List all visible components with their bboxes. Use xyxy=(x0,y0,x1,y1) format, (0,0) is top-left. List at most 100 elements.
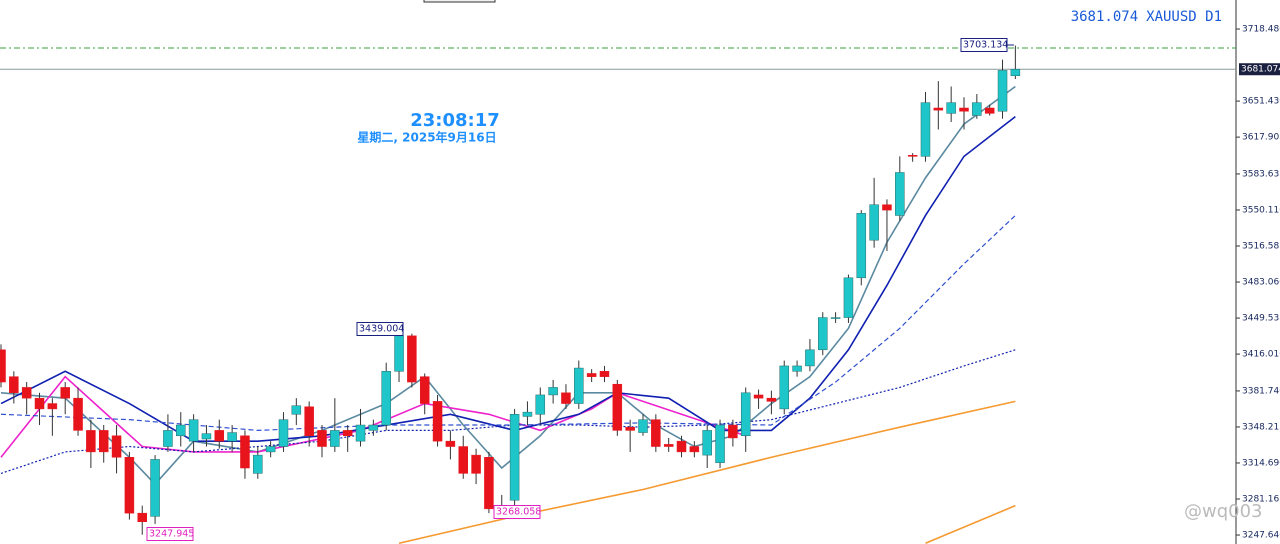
price-annotation: 3247.945 xyxy=(149,529,194,540)
candle-body xyxy=(522,411,533,417)
candle-body xyxy=(278,419,289,447)
candle-body xyxy=(856,213,867,279)
candle-body xyxy=(740,392,751,437)
candle-body xyxy=(419,376,430,404)
y-tick-label: 3550.110 xyxy=(1242,205,1280,215)
candle-body xyxy=(98,430,109,453)
moving-average xyxy=(398,400,1016,544)
candle-body xyxy=(612,383,623,431)
price-annotation-box xyxy=(493,505,541,519)
candle-body xyxy=(599,371,610,377)
candle-body xyxy=(882,204,892,211)
candle-body xyxy=(163,430,173,447)
price-annotation-box xyxy=(146,527,194,541)
y-tick-label: 3483.060 xyxy=(1242,278,1280,288)
candle-body xyxy=(21,387,32,399)
candle-body xyxy=(201,433,212,440)
candle-body xyxy=(47,403,58,410)
candle-body xyxy=(586,373,597,377)
toolbar-button[interactable] xyxy=(423,0,496,3)
candle-body xyxy=(818,317,828,351)
candle-body xyxy=(895,172,905,216)
candle-body xyxy=(997,70,1008,112)
price-annotation: 3268.058 xyxy=(496,507,541,518)
candle-body xyxy=(792,365,802,372)
candle-body xyxy=(689,446,700,453)
candle-body xyxy=(471,454,481,474)
candle-body xyxy=(638,419,648,433)
candle-body xyxy=(676,440,687,453)
candle-body xyxy=(253,454,263,474)
price-annotation: 3439.004 xyxy=(359,324,404,335)
candle-body xyxy=(0,349,6,383)
candle-body xyxy=(933,107,944,111)
candle-body xyxy=(240,435,250,469)
candle-body xyxy=(342,430,353,437)
moving-average xyxy=(0,349,1016,474)
candle-body xyxy=(625,426,635,431)
candle-body xyxy=(753,394,764,399)
candle-body xyxy=(959,107,969,112)
y-tick-label: 3617.905 xyxy=(1242,133,1280,143)
y-tick-label: 3281.165 xyxy=(1242,495,1280,505)
candle-body xyxy=(124,457,135,514)
candle-body xyxy=(34,397,45,410)
candle-body xyxy=(330,430,340,447)
candle-body xyxy=(73,397,83,431)
candle-body xyxy=(150,459,160,517)
candle-body xyxy=(381,371,391,426)
watermark: @wq003 xyxy=(1184,501,1263,522)
candle-body xyxy=(445,440,456,447)
candle-body xyxy=(805,349,815,367)
candle-body xyxy=(355,424,366,442)
candle-body xyxy=(779,365,789,410)
last-price: 3681.074 xyxy=(1071,9,1138,25)
price-annotation: 3703.134 xyxy=(963,40,1008,51)
candle-body xyxy=(1010,68,1021,77)
candle-body xyxy=(869,204,879,241)
candle-body xyxy=(920,102,931,157)
moving-average xyxy=(0,85,1016,486)
y-tick-label: 3247.640 xyxy=(1242,531,1280,541)
moving-average xyxy=(0,115,1016,442)
candle-body xyxy=(317,430,327,447)
candle-body xyxy=(458,446,468,474)
y-tick-label: 3718.480 xyxy=(1242,25,1280,35)
candle-body xyxy=(702,430,712,456)
price-label: 3681.074 xyxy=(1241,65,1280,75)
candle-body xyxy=(766,397,777,402)
date: 星期二, 2025年9月16日 xyxy=(357,130,496,145)
candle-body xyxy=(843,277,854,318)
candle-body xyxy=(830,317,841,319)
candle-body xyxy=(663,444,674,447)
candle-body xyxy=(946,102,956,114)
y-tick-label: 3583.635 xyxy=(1242,169,1280,179)
candle-body xyxy=(972,102,982,116)
candle-body xyxy=(188,419,199,442)
candle-body xyxy=(907,155,918,157)
candle-body xyxy=(509,414,520,501)
candle-body xyxy=(9,376,19,394)
candle-body xyxy=(484,457,494,510)
y-tick-label: 3516.585 xyxy=(1242,242,1280,252)
candle-body xyxy=(561,392,571,404)
price-box xyxy=(1239,63,1280,76)
symbol: XAUUSD D1 xyxy=(1146,9,1222,25)
candle-body xyxy=(728,424,738,439)
candle-body xyxy=(394,335,404,372)
candle-body xyxy=(574,367,584,404)
price-annotation-box xyxy=(356,322,404,336)
candle-body xyxy=(291,405,302,415)
candle-body xyxy=(984,107,995,114)
candle-body xyxy=(137,512,147,523)
y-tick-label: 3651.430 xyxy=(1242,97,1280,107)
candle-body xyxy=(548,387,558,396)
candle-body xyxy=(111,435,122,458)
candle-body xyxy=(432,401,443,442)
y-tick-label: 3449.535 xyxy=(1242,314,1280,324)
candle-body xyxy=(715,424,725,463)
candle-body xyxy=(60,387,70,399)
candle-body xyxy=(368,424,379,431)
candle-body xyxy=(176,424,186,437)
